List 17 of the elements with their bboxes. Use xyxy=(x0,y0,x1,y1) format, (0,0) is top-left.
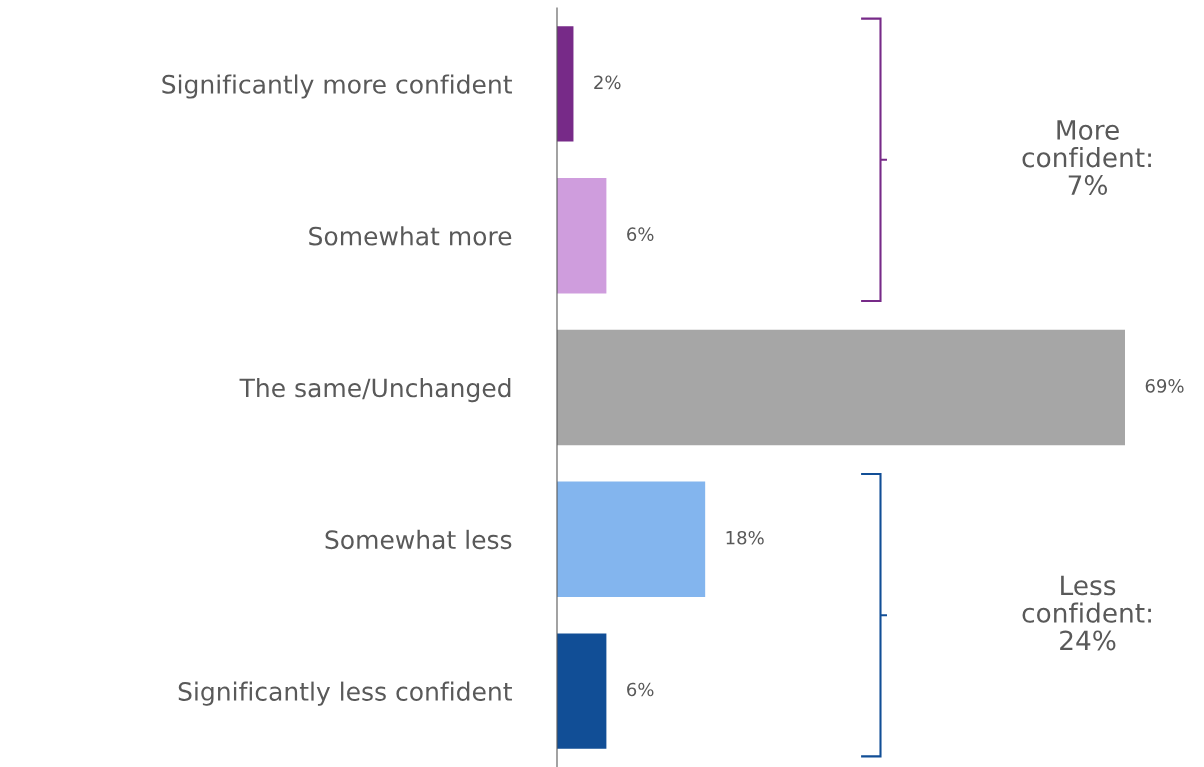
bar xyxy=(557,481,706,597)
data-label: 6% xyxy=(627,227,654,241)
bar xyxy=(557,178,607,294)
annotation: Less confident: 24% xyxy=(1022,575,1151,651)
data-label: 2% xyxy=(594,75,621,90)
y-tick-label: Significantly less confident xyxy=(178,681,512,706)
data-label: 69% xyxy=(1145,379,1184,393)
y-tick-label: Somewhat less xyxy=(325,529,512,550)
data-label: 6% xyxy=(627,682,654,697)
y-tick-label: The same/Unchanged xyxy=(239,378,511,403)
bar xyxy=(557,26,574,142)
bar xyxy=(557,633,607,749)
y-tick-label: Significantly more confident xyxy=(162,74,512,99)
annotation: More confident: 7% xyxy=(1022,120,1151,195)
data-label: 18% xyxy=(726,530,764,545)
bar xyxy=(557,329,1125,446)
y-tick-label: Somewhat more xyxy=(309,226,512,246)
